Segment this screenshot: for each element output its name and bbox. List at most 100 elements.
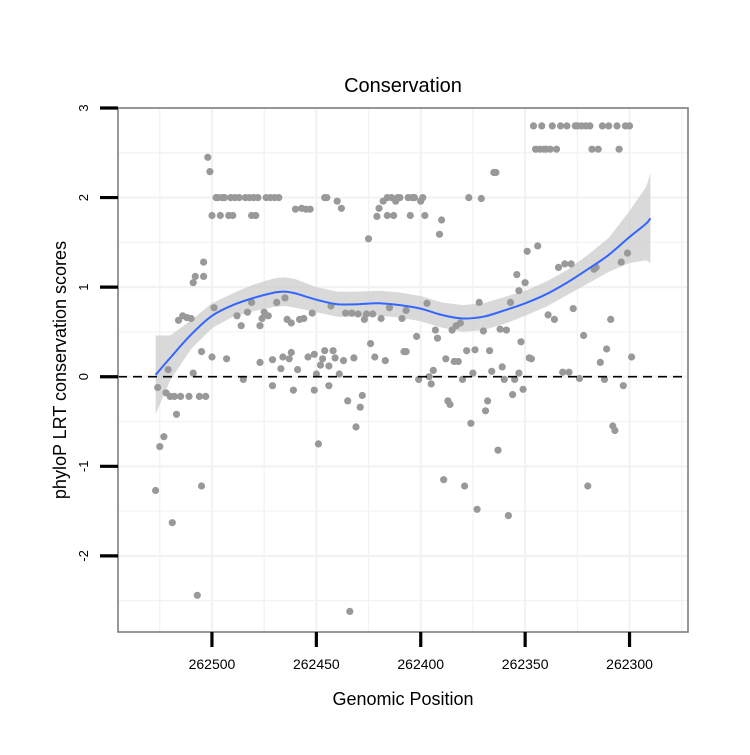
data-point [316,361,325,369]
data-point [312,370,320,378]
data-point [496,325,504,333]
data-point [611,426,619,435]
data-point [463,347,471,355]
data-point [469,369,477,377]
data-point [419,194,427,202]
data-point [208,211,216,220]
data-point [342,309,350,317]
data-point [220,194,229,202]
data-point [273,298,281,306]
data-point [475,298,483,306]
x-tick-label: 262500 [189,656,236,672]
data-point [523,247,531,255]
data-point [279,353,287,361]
data-point [197,348,206,356]
data-point [325,382,333,390]
data-point [189,369,197,377]
data-point [534,242,542,250]
data-point [504,511,512,520]
data-point [594,145,602,153]
data-point [586,122,594,130]
data-point [529,122,538,130]
y-tick-label: 3 [76,104,91,111]
x-tick-label: 262450 [293,656,340,672]
data-point [398,314,406,323]
data-point [390,211,398,220]
data-point [467,419,475,427]
data-point [256,322,264,330]
data-point [321,347,329,355]
data-point [603,345,611,353]
data-point [415,375,423,383]
data-point [210,304,218,312]
data-point [202,392,210,400]
data-point [479,327,487,335]
data-point [461,482,469,490]
data-point [554,263,563,271]
data-point [164,366,172,374]
data-point [285,355,293,363]
data-point [325,362,333,370]
data-point [488,367,496,375]
data-point [598,122,607,130]
data-point [596,358,604,366]
data-point [185,392,193,400]
y-axis-label: phyloP LRT conservation scores [50,241,70,499]
data-point [371,353,379,361]
data-point [329,347,337,355]
data-point [446,400,454,409]
data-point [538,122,546,130]
data-point [239,375,247,383]
plot-panel [118,108,688,632]
data-point [458,375,467,383]
data-point [191,272,199,280]
data-point [515,369,523,377]
data-point [275,194,283,202]
data-point [195,392,203,400]
data-point [471,346,479,354]
data-point [373,212,381,220]
data-point [440,476,448,484]
data-point [438,216,446,224]
data-point [200,272,208,280]
data-point [381,357,389,365]
data-point [617,258,625,266]
data-point [500,375,508,383]
y-tick-label: 2 [76,194,91,201]
data-point [548,122,556,130]
data-point [519,385,527,393]
data-point [189,279,197,287]
data-point [600,375,609,383]
data-point [429,366,437,374]
data-point [243,308,252,316]
data-point [156,443,164,451]
data-point [402,306,410,314]
confidence-ribbon [155,173,651,415]
data-point [197,482,206,490]
data-point [206,168,214,176]
data-point [550,315,559,323]
x-tick-label: 262300 [606,656,653,672]
data-point [310,386,318,394]
data-point [481,407,490,415]
data-point [160,433,168,441]
data-point [588,145,596,153]
data-point [369,310,377,318]
data-point [268,356,277,364]
data-point [172,410,181,418]
data-point [306,205,314,213]
data-point [300,314,308,323]
data-point [193,591,201,599]
data-point [291,205,300,213]
data-point [254,194,262,202]
data-point [364,235,373,243]
data-point [208,353,216,361]
data-point [515,287,523,295]
y-tick-label: -2 [76,550,91,562]
data-point [277,365,285,373]
panel-border [117,107,689,633]
data-point [605,122,613,130]
chart-title: Conservation [344,75,462,97]
data-point [565,368,573,376]
